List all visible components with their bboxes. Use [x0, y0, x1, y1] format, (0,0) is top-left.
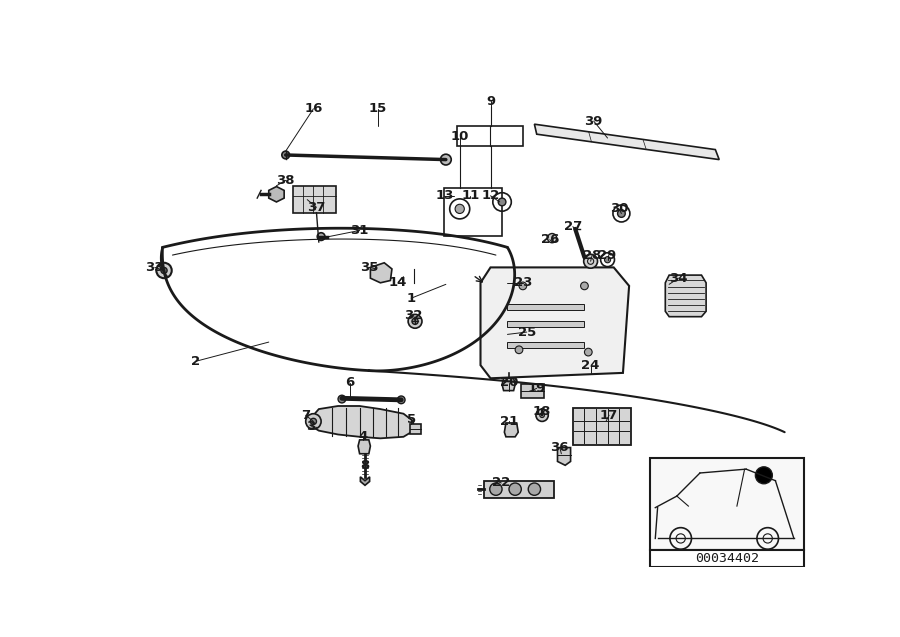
- Text: 32: 32: [404, 309, 423, 322]
- Polygon shape: [502, 378, 515, 390]
- Circle shape: [536, 409, 548, 422]
- Text: 22: 22: [492, 476, 510, 489]
- Text: 14: 14: [389, 276, 408, 289]
- Text: 21: 21: [500, 415, 518, 428]
- Circle shape: [306, 413, 321, 429]
- Circle shape: [161, 268, 167, 273]
- Bar: [445, 188, 502, 236]
- Bar: [410, 424, 421, 434]
- Text: 28: 28: [583, 248, 601, 262]
- Circle shape: [547, 234, 557, 243]
- Circle shape: [440, 154, 451, 165]
- Circle shape: [412, 318, 418, 324]
- Text: 39: 39: [584, 115, 603, 127]
- Text: 17: 17: [600, 409, 618, 422]
- Text: 24: 24: [581, 359, 599, 372]
- Text: 4: 4: [358, 431, 367, 443]
- Circle shape: [584, 348, 592, 356]
- Bar: [508, 342, 584, 348]
- Text: 34: 34: [669, 271, 688, 285]
- Circle shape: [338, 395, 346, 403]
- Text: 31: 31: [350, 224, 369, 237]
- Circle shape: [318, 233, 325, 240]
- Circle shape: [528, 483, 541, 496]
- Circle shape: [515, 346, 523, 354]
- Circle shape: [755, 467, 772, 483]
- Text: 7: 7: [302, 409, 310, 422]
- Text: 35: 35: [360, 261, 378, 274]
- Text: 30: 30: [610, 203, 628, 215]
- Circle shape: [310, 419, 317, 424]
- Polygon shape: [504, 423, 518, 437]
- Bar: [573, 408, 631, 445]
- Bar: [521, 385, 544, 398]
- Text: 18: 18: [533, 405, 552, 418]
- Circle shape: [157, 263, 172, 278]
- Polygon shape: [535, 124, 719, 160]
- Bar: [650, 550, 804, 567]
- Circle shape: [397, 396, 405, 404]
- Circle shape: [580, 282, 589, 290]
- Polygon shape: [358, 440, 371, 454]
- Text: 3: 3: [307, 420, 316, 433]
- Bar: [484, 481, 554, 497]
- Text: 1: 1: [407, 292, 416, 304]
- Circle shape: [509, 483, 521, 496]
- Text: 8: 8: [360, 459, 370, 472]
- Text: 10: 10: [451, 130, 469, 143]
- Text: 12: 12: [482, 189, 500, 203]
- Polygon shape: [360, 477, 370, 485]
- Text: 38: 38: [276, 174, 295, 187]
- Bar: [457, 127, 523, 146]
- Text: 15: 15: [369, 103, 387, 115]
- Bar: [293, 186, 336, 213]
- Text: 20: 20: [500, 376, 518, 389]
- Circle shape: [490, 483, 502, 496]
- Text: 2: 2: [191, 355, 200, 368]
- Circle shape: [584, 254, 598, 268]
- Text: 19: 19: [527, 382, 545, 395]
- Text: 5: 5: [407, 413, 416, 426]
- Bar: [508, 304, 584, 310]
- Polygon shape: [481, 268, 629, 378]
- Text: 16: 16: [304, 103, 322, 115]
- Polygon shape: [371, 263, 392, 283]
- Bar: [650, 457, 804, 550]
- Text: 6: 6: [345, 376, 355, 389]
- Text: 23: 23: [514, 276, 532, 289]
- Circle shape: [455, 204, 464, 213]
- Polygon shape: [309, 406, 413, 438]
- Circle shape: [499, 198, 506, 206]
- Text: 37: 37: [307, 201, 326, 214]
- Text: 25: 25: [518, 326, 536, 339]
- Text: 36: 36: [551, 441, 569, 454]
- Text: 11: 11: [462, 189, 480, 203]
- Text: 9: 9: [486, 94, 495, 108]
- Circle shape: [408, 315, 422, 328]
- Circle shape: [617, 210, 626, 217]
- Text: 29: 29: [598, 248, 616, 262]
- Circle shape: [519, 282, 526, 290]
- Circle shape: [282, 151, 290, 159]
- Polygon shape: [557, 448, 571, 465]
- Text: 00034402: 00034402: [695, 552, 759, 565]
- Polygon shape: [269, 187, 284, 202]
- Bar: [508, 321, 584, 327]
- Circle shape: [605, 257, 610, 263]
- Text: 27: 27: [563, 220, 582, 233]
- Circle shape: [540, 413, 544, 417]
- Text: 33: 33: [146, 261, 164, 274]
- Polygon shape: [665, 275, 706, 317]
- Text: 26: 26: [541, 233, 559, 246]
- Text: 13: 13: [435, 189, 454, 203]
